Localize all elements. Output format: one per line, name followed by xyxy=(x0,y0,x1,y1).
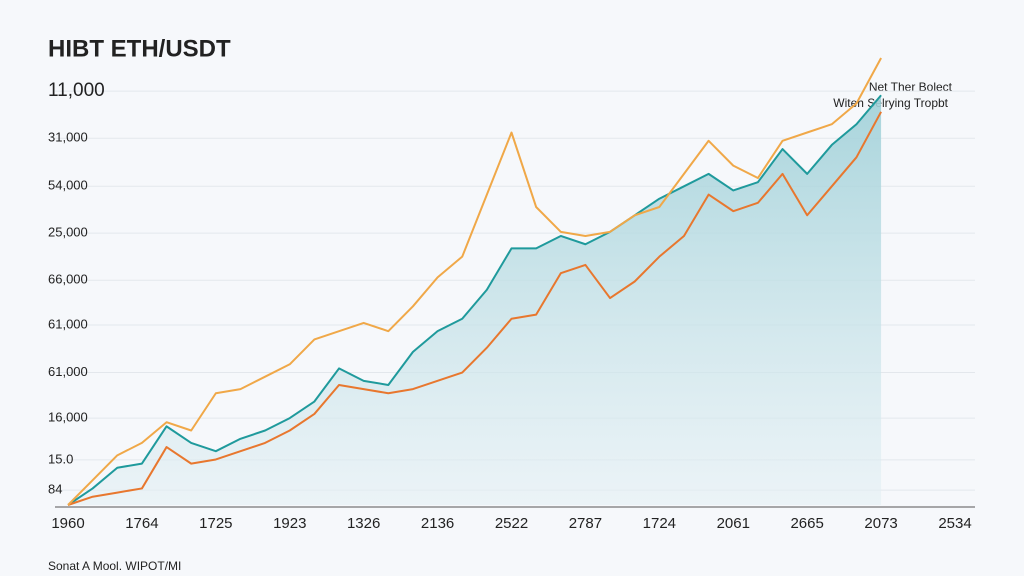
line xyxy=(67,57,882,506)
x-tick-label: 2665 xyxy=(790,515,823,532)
annotation: Witeh Selrying Tropbt xyxy=(833,96,948,110)
y-tick-label: 54,000 xyxy=(48,178,88,193)
y-tick-label: 11,000 xyxy=(48,80,105,101)
y-tick-label: 15.0 xyxy=(48,451,73,466)
x-tick-label: 1960 xyxy=(51,515,84,532)
line xyxy=(67,111,882,506)
area xyxy=(68,95,882,505)
y-tick-label: 61,000 xyxy=(48,316,88,331)
y-tick-label: 16,000 xyxy=(48,410,88,425)
x-tick-label: 1923 xyxy=(273,515,306,532)
y-tick-label: 31,000 xyxy=(48,130,88,145)
x-tick-label: 1326 xyxy=(347,515,380,532)
x-tick-label: 1725 xyxy=(199,515,232,532)
y-tick-label: 66,000 xyxy=(48,272,88,287)
x-tick-label: 2534 xyxy=(938,515,971,532)
x-tick-label: 1724 xyxy=(643,515,676,532)
x-tick-label: 2787 xyxy=(569,515,602,532)
x-tick-label: 2073 xyxy=(864,515,897,532)
annotation: Net Ther Bolect xyxy=(869,80,953,94)
y-tick-label: 61,000 xyxy=(48,364,88,379)
x-tick-label: 2136 xyxy=(421,515,454,532)
x-tick-label: 2061 xyxy=(717,515,750,532)
chart-title: HIBT ETH/USDT xyxy=(48,35,231,62)
y-tick-label: 25,000 xyxy=(48,225,88,240)
x-tick-label: 2522 xyxy=(495,515,528,532)
line xyxy=(67,94,882,506)
source: Sonat A Mool. WIPOT/MI xyxy=(48,559,181,573)
y-tick-label: 84 xyxy=(48,482,62,497)
x-tick-label: 1764 xyxy=(125,515,158,532)
